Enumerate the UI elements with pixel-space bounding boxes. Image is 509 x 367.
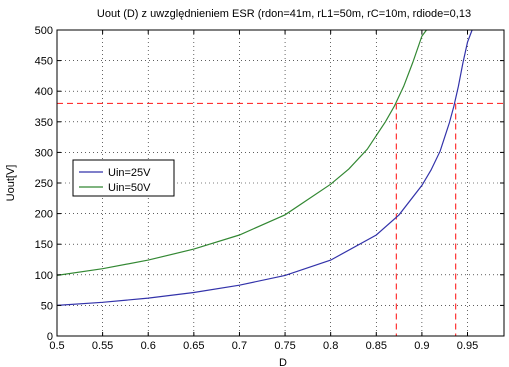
legend-label-uin-25v: Uin=25V xyxy=(108,167,151,179)
y-tick-label: 450 xyxy=(35,56,53,68)
x-tick-label: 0.7 xyxy=(232,340,247,352)
y-tick-label: 350 xyxy=(35,117,53,129)
x-tick-label: 0.9 xyxy=(414,340,429,352)
legend: Uin=25V Uin=50V xyxy=(72,159,175,197)
legend-box xyxy=(72,159,175,197)
y-tick-label: 50 xyxy=(41,300,53,312)
legend-label-uin-50v: Uin=50V xyxy=(108,182,151,194)
y-tick-label: 150 xyxy=(35,239,53,251)
x-tick-label: 0.65 xyxy=(183,340,204,352)
y-axis-label: Uout[V] xyxy=(5,165,17,202)
chart-title: Uout (D) z uwzględnieniem ESR (rdon=41m,… xyxy=(97,8,471,20)
x-tick-label: 0.8 xyxy=(323,340,338,352)
series-line-uin-50v xyxy=(56,29,427,276)
y-tick-label: 0 xyxy=(47,331,53,343)
y-tick-label: 100 xyxy=(35,270,53,282)
x-axis-label: D xyxy=(279,357,287,367)
series-layer xyxy=(56,29,473,306)
x-tick-label: 0.55 xyxy=(92,340,113,352)
tick-layer: 0.5 0.55 0.6 0.65 0.7 0.75 0.8 0.85 0.9 0.95 0 50 10… xyxy=(35,25,504,352)
x-tick-label: 0.75 xyxy=(274,340,295,352)
y-tick-label: 250 xyxy=(35,178,53,190)
x-tick-label: 0.5 xyxy=(49,340,64,352)
y-tick-label: 200 xyxy=(35,209,53,221)
y-tick-label: 400 xyxy=(35,86,53,98)
x-tick-label: 0.6 xyxy=(141,340,156,352)
x-tick-label: 0.95 xyxy=(457,340,478,352)
y-tick-label: 300 xyxy=(35,147,53,159)
reference-lines xyxy=(57,102,504,336)
series-line-uin-25v xyxy=(56,29,473,306)
y-tick-label: 500 xyxy=(35,25,53,37)
x-tick-label: 0.85 xyxy=(366,340,387,352)
